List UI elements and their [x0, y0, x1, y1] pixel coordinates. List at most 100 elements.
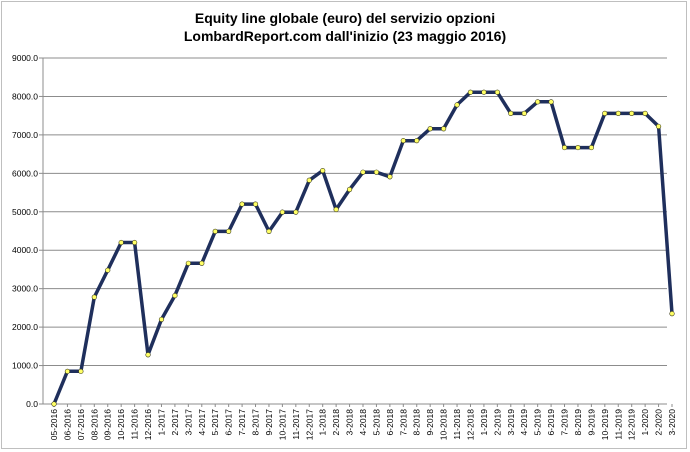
x-tick-label: 12-2017	[304, 409, 314, 440]
data-point	[494, 89, 500, 95]
data-point	[427, 126, 433, 132]
x-tick-label: 08-2016	[89, 409, 99, 440]
data-point	[414, 138, 420, 144]
data-point	[306, 177, 312, 183]
x-tick-label: 10-2017	[277, 409, 287, 440]
data-point	[199, 260, 205, 266]
data-point	[441, 126, 447, 132]
data-point	[454, 102, 460, 108]
x-tick-label: 11-2019	[613, 409, 623, 440]
data-point	[387, 174, 393, 180]
y-axis-ticks: 0.0 1000.0 2000.0 3000.0 4000.0 5000.0 6000.0 7…	[12, 53, 43, 409]
x-tick-label: 2-2018	[331, 409, 341, 436]
x-tick-label: 4-2017	[197, 409, 207, 436]
x-tick-label: 8-2018	[412, 409, 422, 436]
x-tick-label: 5-2019	[533, 409, 543, 436]
data-point	[212, 228, 218, 234]
data-point	[239, 201, 245, 207]
data-point	[400, 138, 406, 144]
data-point	[51, 401, 57, 407]
data-point	[78, 368, 84, 374]
x-tick-label: 1-2020	[640, 409, 650, 436]
x-tick-label: 3-2017	[183, 409, 193, 436]
x-tick-label: 5-2018	[371, 409, 381, 436]
x-tick-label: 8-2017	[251, 409, 261, 436]
data-point	[535, 99, 541, 105]
x-tick-label: 12-2016	[143, 409, 153, 440]
data-point	[293, 209, 299, 215]
x-tick-label: 3-2018	[345, 409, 355, 436]
x-tick-label: 1-2019	[479, 409, 489, 436]
data-point	[333, 206, 339, 213]
data-point	[615, 110, 621, 116]
data-point	[481, 89, 487, 95]
x-tick-label: 10-2019	[600, 409, 610, 440]
x-tick-label: 11-2018	[452, 409, 462, 440]
x-tick-label: 06-2016	[62, 409, 72, 440]
gridlines	[43, 57, 667, 367]
x-tick-label: 6-2019	[546, 409, 556, 436]
data-point	[655, 123, 662, 130]
x-tick-label: 7-2018	[398, 409, 408, 436]
x-tick-label: 05-2016	[49, 409, 59, 440]
data-point	[279, 209, 285, 215]
x-tick-label: 10-2018	[439, 409, 449, 440]
x-tick-label: 3-2019	[506, 409, 516, 436]
x-tick-label: 6-2018	[385, 409, 395, 436]
x-tick-label: 09-2016	[103, 409, 113, 440]
data-point	[373, 169, 380, 175]
data-point	[561, 144, 568, 151]
x-tick-label: 1-2018	[318, 409, 328, 436]
y-tick-label: 3000.0	[12, 284, 38, 294]
chart-title-line-2: LombardReport.com dall'inizio (23 maggio…	[183, 28, 507, 44]
data-point	[172, 292, 178, 299]
x-tick-label: 5-2017	[210, 409, 220, 436]
x-tick-label: 10-2016	[116, 409, 126, 440]
x-tick-label: 2-2020	[654, 409, 664, 436]
y-tick-label: 8000.0	[12, 91, 38, 101]
data-point	[185, 260, 191, 266]
data-point	[575, 144, 581, 151]
x-tick-label: 7-2019	[560, 409, 570, 436]
data-point	[642, 110, 648, 116]
y-tick-label: 1000.0	[12, 361, 38, 371]
data-point	[320, 168, 326, 174]
data-point	[521, 110, 527, 116]
data-point	[252, 201, 259, 207]
data-point	[508, 110, 514, 116]
x-tick-label: 07-2016	[76, 409, 86, 440]
x-tick-label: 9-2018	[425, 409, 435, 436]
x-tick-label: 12-2018	[465, 409, 475, 440]
data-point	[145, 352, 151, 358]
x-tick-label: 11-2017	[291, 409, 301, 440]
data-point	[346, 186, 353, 193]
equity-line	[52, 90, 674, 406]
data-point	[548, 99, 554, 105]
y-tick-label: 0.0	[26, 399, 38, 409]
data-point	[629, 110, 635, 116]
x-tick-label: 6-2017	[224, 409, 234, 436]
data-point	[669, 311, 675, 317]
y-tick-label: 6000.0	[12, 168, 38, 178]
y-tick-label: 7000.0	[12, 130, 38, 140]
data-point	[602, 110, 608, 116]
axes	[42, 58, 667, 405]
x-axis-ticks: 05-2016 06-2016 07-2016 08-2016 09-2016 10-20…	[49, 404, 677, 440]
y-tick-label: 4000.0	[12, 245, 38, 255]
data-point	[158, 316, 165, 323]
x-tick-label: 8-2019	[573, 409, 583, 436]
data-point	[226, 228, 232, 234]
data-point	[588, 144, 594, 151]
data-point	[91, 294, 97, 300]
x-tick-label: 11-2016	[130, 409, 140, 440]
equity-series	[51, 89, 675, 407]
y-tick-label: 9000.0	[12, 53, 38, 63]
x-tick-label: 4-2018	[358, 409, 368, 436]
data-point	[266, 228, 272, 234]
x-tick-label: 1-2017	[156, 409, 166, 436]
data-point	[360, 169, 366, 175]
data-point	[132, 239, 138, 246]
y-tick-label: 2000.0	[12, 322, 38, 332]
